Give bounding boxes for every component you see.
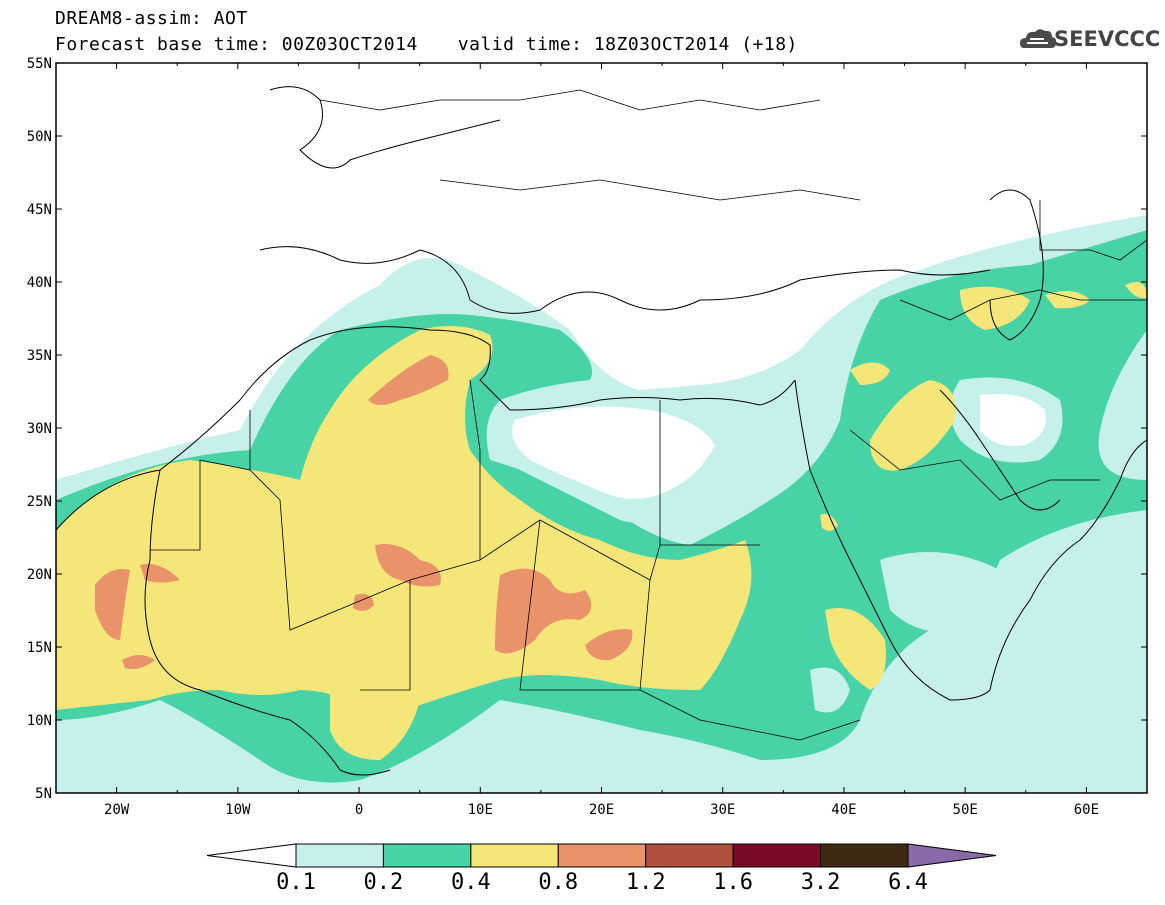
colorbar-swatch: [557, 843, 647, 868]
lat-tick-label: 55N: [27, 56, 52, 72]
colorbar-swatch: [295, 843, 384, 868]
borders: [150, 89, 1147, 741]
colorbar-level-label: 1.2: [625, 870, 666, 895]
lat-tick-label: 30N: [27, 421, 52, 437]
colorbar-level-label: 6.4: [888, 870, 928, 895]
aot-field: [56, 215, 1147, 793]
colorbar-swatch: [645, 843, 734, 868]
base-time: Forecast base time: 00Z03OCT2014: [55, 34, 418, 55]
valid-time: valid time: 18Z03OCT2014 (+18): [457, 34, 798, 55]
colorbar: [206, 843, 997, 868]
colorbar-swatch: [820, 843, 909, 868]
lat-tick-label: 40N: [27, 275, 52, 291]
colorbar-level-label: 0.2: [363, 870, 404, 895]
lat-tick-label: 5N: [35, 786, 52, 802]
colorbar-level-label: 0.1: [276, 870, 316, 895]
colorbar-level-label: 0.4: [450, 870, 491, 895]
logo-text: SEEVCCC: [1054, 27, 1161, 51]
lon-tick-label: 60E: [1074, 802, 1099, 818]
colorbar-swatch: [470, 843, 559, 868]
lat-axis: 55N 50N 45N 40N 35N 30N 25N 20N 15N 10N 5N: [27, 56, 52, 802]
lon-tick-label: 20W: [104, 802, 130, 818]
colorbar-level-label: 1.6: [713, 870, 754, 895]
lat-tick-label: 20N: [27, 567, 52, 583]
axis-ticks: [55, 62, 1148, 794]
colorbar-level-label: 3.2: [800, 870, 841, 895]
map-title: DREAM8-assim: AOT: [55, 8, 248, 29]
colorbar-arrow-high: [907, 843, 997, 868]
lon-tick-label: 20E: [589, 802, 614, 818]
lat-tick-label: 45N: [27, 202, 52, 218]
colorbar-swatch: [382, 843, 472, 868]
map-subtitle: Forecast base time: 00Z03OCT2014 valid ti…: [55, 34, 798, 55]
colorbar-level-label: 0.8: [538, 870, 579, 895]
lon-tick-label: 30E: [710, 802, 735, 818]
lat-tick-label: 15N: [27, 640, 52, 656]
lat-tick-label: 10N: [27, 713, 52, 729]
lon-tick-label: 10W: [225, 802, 251, 818]
coastlines: [56, 86, 1147, 776]
lat-tick-label: 35N: [27, 348, 52, 364]
lon-tick-label: 50E: [953, 802, 978, 818]
cloud-icon: [1020, 29, 1057, 48]
lon-tick-label: 40E: [831, 802, 856, 818]
lon-tick-label: 10E: [468, 802, 493, 818]
lat-tick-label: 50N: [27, 129, 52, 145]
colorbar-swatch: [732, 843, 822, 868]
lat-tick-label: 25N: [27, 494, 52, 510]
colorbar-arrow-low: [206, 843, 297, 868]
lon-axis: 20W 10W 0 10E 20E 30E 40E 50E 60E: [104, 802, 1099, 818]
lon-tick-label: 0: [355, 802, 363, 818]
